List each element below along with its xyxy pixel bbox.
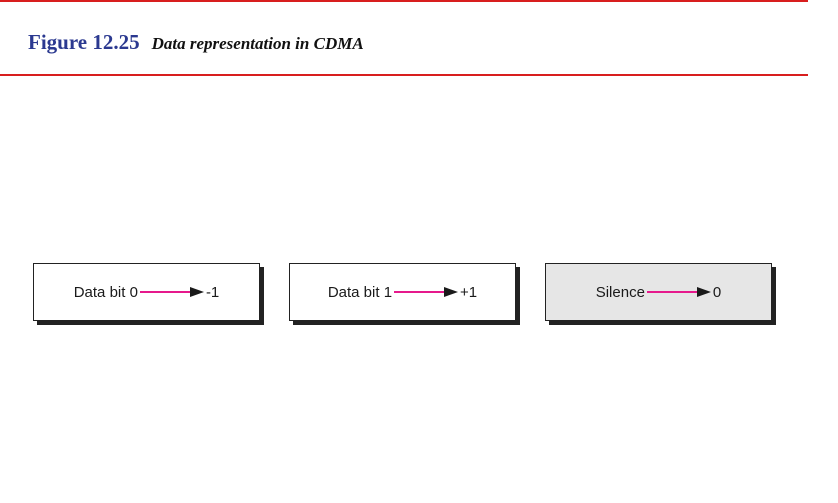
mapping-box-silence: Silence 0: [545, 263, 772, 321]
mapping-output: 0: [712, 283, 722, 301]
figure-caption: Data representation in CDMA: [151, 34, 364, 53]
mapping-box-data-bit-0: Data bit 0 -1: [33, 263, 260, 321]
mapping-input: Silence: [595, 283, 645, 301]
mapping-output: -1: [205, 283, 220, 301]
arrow-right-icon: [139, 286, 204, 298]
mapping-box-data-bit-1: Data bit 1 +1: [289, 263, 516, 321]
figure-title: Figure 12.25 Data representation in CDMA: [28, 30, 364, 55]
mapping-output: +1: [460, 283, 478, 301]
top-rule: [0, 0, 808, 2]
bottom-rule: [0, 74, 808, 76]
mapping-input: Data bit 1: [327, 283, 393, 301]
arrow-right-icon: [394, 286, 459, 298]
arrow-right-icon: [646, 286, 711, 298]
figure-number: Figure 12.25: [28, 30, 140, 54]
mapping-input: Data bit 0: [73, 283, 138, 301]
